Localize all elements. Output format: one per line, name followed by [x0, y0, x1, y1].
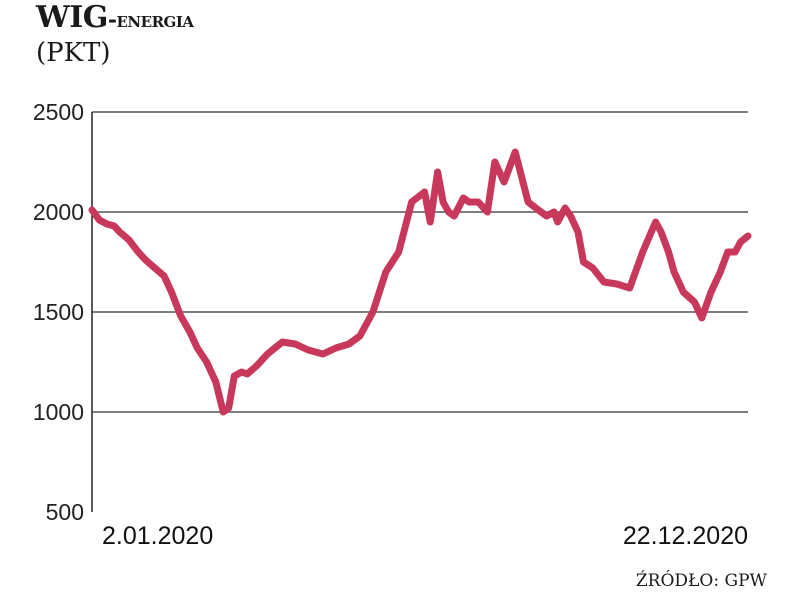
chart-title-main: WIG [36, 0, 108, 35]
x-tick-labels: 2.01.2020 22.12.2020 [102, 522, 748, 550]
y-tick-label: 1000 [33, 399, 84, 425]
chart-title: WIG-ENERGIA [36, 0, 194, 35]
y-tick-label: 2000 [33, 199, 84, 225]
y-tick-labels: 500 1000 1500 2000 2500 [33, 99, 84, 525]
y-tick-label: 500 [46, 499, 84, 525]
y-tick-label: 2500 [33, 99, 84, 125]
x-tick-label: 22.12.2020 [623, 522, 748, 550]
series-line [88, 148, 752, 416]
chart-title-suffix: -ENERGIA [107, 7, 194, 33]
source-note: ŹRÓDŁO: GPW [635, 571, 767, 591]
x-tick-label: 2.01.2020 [102, 522, 213, 550]
chart-unit: (PKT) [36, 38, 111, 68]
y-tick-label: 1500 [33, 299, 84, 325]
grid-lines [92, 111, 748, 413]
